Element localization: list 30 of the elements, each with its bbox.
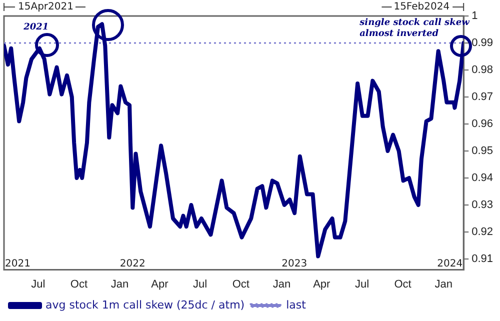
annotation: 2023 [282,258,308,270]
y-tick-label: 0.96 [472,118,494,130]
x-tick-label: Oct [70,278,88,290]
x-tick-label: Jan [110,278,129,290]
y-tick-label: 0.91 [472,253,494,266]
annotation: 2022 [120,258,146,270]
x-tick-label: Jul [354,278,370,290]
legend-label: last [286,298,307,312]
annotation: 2021 [5,258,30,270]
x-tick-label: Apr [151,278,169,290]
y-tick-label: 0.92 [472,226,494,238]
y-tick-label: 0.93 [472,199,494,212]
text: 15Apr2021 [18,2,74,13]
y-tick-label: 0.97 [472,91,494,104]
y-tick-label: 0.98 [472,64,494,76]
y-tick-label: 0.95 [472,145,494,158]
x-tick-label: Oct [394,278,412,290]
x-tick-label: Jul [193,278,208,290]
x-tick-label: Apr [313,278,331,290]
annotation: 2021 [22,22,49,33]
y-tick-label: 0.94 [472,172,494,184]
y-tick-label: 0.99 [472,37,494,50]
x-tick-label: Oct [232,278,250,290]
x-tick-label: Jul [31,278,46,290]
x-tick-label: Jan [434,278,453,290]
y-tick-label: 1 [472,10,478,22]
text: 15Feb2024 [394,2,450,13]
annotation: 2024 [437,258,463,270]
legend-label: avg stock 1m call skew (25dc / atm) [46,298,245,312]
x-tick-label: Jan [272,278,291,290]
